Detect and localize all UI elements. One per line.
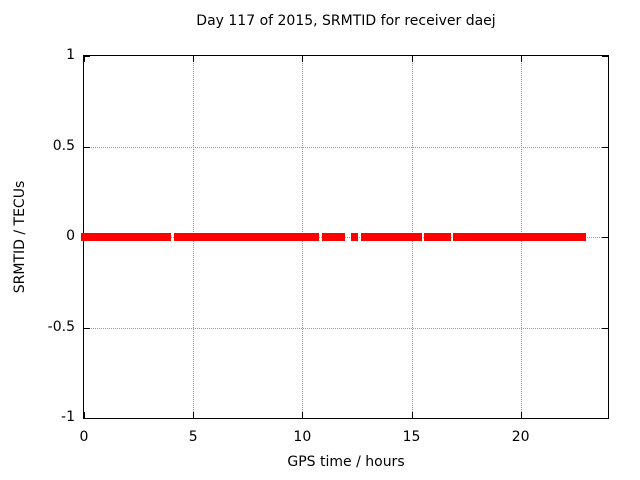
y-tick-label: -0.5 [47,318,75,335]
series-segment [452,233,586,241]
y-tick-right [602,237,608,238]
y-tick-left [84,146,90,148]
x-tick-top [520,56,522,62]
y-tick-label: 1 [66,47,75,63]
x-tick-top [302,56,304,62]
series-segment [423,233,451,241]
x-tick-label: 20 [511,429,530,445]
x-tick-bottom [193,412,195,418]
y-tick-label: 0.5 [52,137,75,154]
y-tick-left [84,56,90,57]
x-tick-label: 10 [293,429,312,445]
chart-title: Day 117 of 2015, SRMTID for receiver dae… [196,13,496,29]
x-tick-bottom [520,412,522,418]
series-segment [81,233,171,241]
y-tick-left [84,327,90,329]
y-gridline [84,237,608,238]
y-tick-right [602,56,608,57]
y-tick-left [84,418,90,419]
x-tick-top [411,56,413,62]
series-segment [351,233,359,241]
y-gridline [84,146,608,148]
x-axis-label: GPS time / hours [287,454,405,470]
y-tick-label: 0 [66,228,75,244]
y-tick-label: -1 [61,409,75,425]
x-tick-label: 0 [79,429,89,445]
y-tick-right [602,418,608,419]
x-tick-top [193,56,195,62]
x-tick-top [84,56,85,62]
series-segment [361,233,422,241]
x-tick-label: 15 [402,429,421,445]
x-tick-label: 5 [188,429,198,445]
y-gridline [84,327,608,329]
x-tick-bottom [411,412,413,418]
series-segment [173,233,320,241]
x-tick-bottom [302,412,304,418]
y-tick-right [602,146,608,148]
y-tick-right [602,327,608,329]
plot-area [81,55,609,419]
series-segment [321,233,346,241]
x-tick-bottom [84,412,85,418]
